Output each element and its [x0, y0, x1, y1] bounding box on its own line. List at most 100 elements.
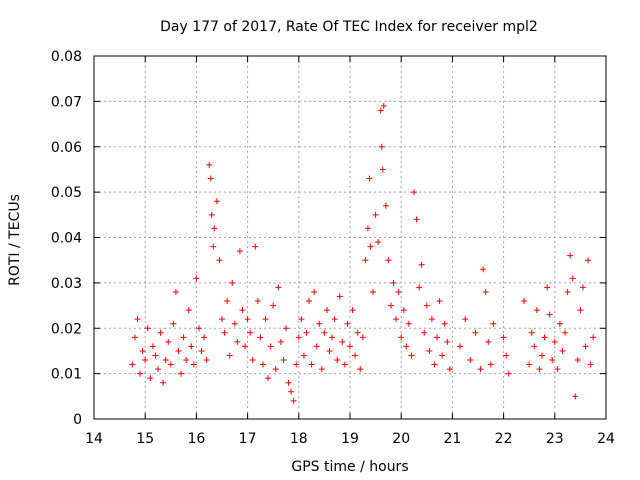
data-point: [487, 361, 494, 368]
data-point: [254, 298, 261, 305]
data-point: [185, 307, 192, 314]
data-point: [385, 257, 392, 264]
data-point: [231, 320, 238, 327]
data-point: [201, 334, 208, 341]
data-point: [362, 257, 369, 264]
data-point: [157, 329, 164, 336]
plot-frame: [93, 55, 607, 420]
data-point: [262, 316, 269, 323]
data-point: [439, 352, 446, 359]
data-point: [533, 307, 540, 314]
x-tick-label: 22: [495, 431, 513, 447]
data-point: [536, 366, 543, 373]
data-point: [308, 361, 315, 368]
data-point: [395, 288, 402, 295]
data-point: [436, 298, 443, 305]
data-point: [219, 316, 225, 323]
data-point: [500, 334, 507, 341]
data-point: [416, 284, 423, 291]
data-point: [147, 375, 154, 382]
data-point: [303, 329, 310, 336]
data-point: [434, 334, 441, 341]
data-point: [554, 366, 561, 373]
data-point: [477, 366, 484, 373]
data-point: [280, 357, 287, 364]
x-tick-label: 14: [85, 431, 103, 447]
data-point: [210, 243, 217, 250]
data-point: [398, 334, 405, 341]
x-tick-label: 23: [546, 431, 564, 447]
data-point: [505, 370, 512, 377]
data-point: [234, 338, 241, 345]
data-point: [339, 338, 346, 345]
data-point: [378, 143, 385, 150]
data-point: [183, 357, 190, 364]
data-point: [134, 316, 141, 323]
data-point: [480, 266, 487, 273]
data-point: [213, 198, 220, 205]
data-point: [313, 343, 320, 350]
data-point: [277, 338, 284, 345]
data-point: [551, 338, 558, 345]
data-point: [562, 329, 569, 336]
data-point: [528, 329, 535, 336]
data-point: [526, 361, 533, 368]
data-point: [162, 357, 169, 364]
data-point: [467, 357, 474, 364]
data-point: [165, 338, 172, 345]
data-point: [482, 288, 489, 295]
data-point: [321, 329, 328, 336]
data-point: [359, 334, 366, 341]
data-point: [295, 334, 302, 341]
data-point: [380, 102, 387, 109]
x-tick-label: 21: [443, 431, 461, 447]
data-point: [203, 357, 210, 364]
data-point: [349, 307, 356, 314]
data-point: [411, 189, 417, 196]
data-point: [444, 338, 451, 345]
data-point: [336, 293, 343, 300]
data-point: [567, 252, 574, 259]
data-point: [216, 257, 223, 264]
data-point: [539, 352, 545, 359]
data-point: [413, 216, 420, 223]
data-point: [257, 334, 264, 341]
data-point: [587, 361, 594, 368]
data-point: [421, 329, 428, 336]
data-point: [244, 316, 251, 323]
data-point: [431, 361, 438, 368]
data-point: [577, 307, 584, 314]
data-point: [579, 284, 586, 291]
data-point: [180, 334, 187, 341]
x-tick-label: 15: [136, 431, 154, 447]
data-point: [318, 366, 325, 373]
data-point: [144, 325, 151, 332]
data-point: [208, 211, 215, 218]
data-point: [167, 361, 174, 368]
data-point: [405, 320, 412, 327]
data-point: [300, 352, 307, 359]
data-point: [142, 357, 149, 364]
data-point: [329, 334, 336, 341]
data-point: [170, 320, 177, 327]
data-point: [564, 288, 571, 295]
data-point: [195, 325, 202, 332]
data-point: [160, 379, 167, 386]
data-point: [172, 288, 179, 295]
data-point: [206, 161, 213, 168]
data-point: [149, 343, 156, 350]
data-point: [590, 334, 597, 341]
data-point: [372, 211, 379, 218]
data-point: [129, 361, 136, 368]
x-tick-label: 16: [187, 431, 205, 447]
data-point: [285, 379, 292, 386]
data-point: [267, 343, 274, 350]
data-point: [408, 352, 415, 359]
data-point: [224, 298, 231, 305]
y-tick-label: 0.03: [51, 276, 82, 292]
data-point: [275, 284, 282, 291]
data-point: [472, 329, 479, 336]
data-point: [377, 107, 384, 114]
data-point: [352, 352, 359, 359]
